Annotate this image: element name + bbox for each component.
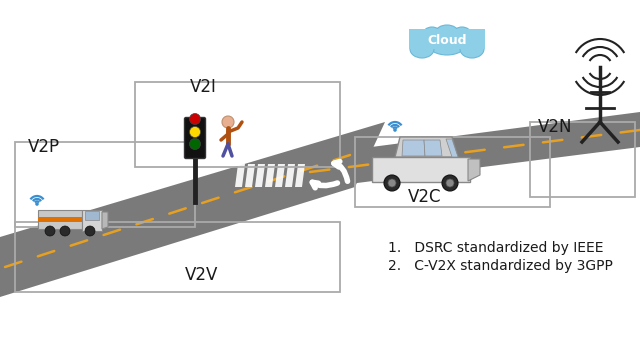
Text: 1.   DSRC standardized by IEEE: 1. DSRC standardized by IEEE <box>388 241 604 255</box>
Polygon shape <box>310 112 640 189</box>
Ellipse shape <box>428 33 466 55</box>
Circle shape <box>384 175 400 191</box>
Polygon shape <box>468 159 480 181</box>
Ellipse shape <box>453 27 471 41</box>
Bar <box>409 29 485 49</box>
FancyBboxPatch shape <box>184 118 205 158</box>
Polygon shape <box>372 157 470 182</box>
Bar <box>355 137 550 207</box>
Circle shape <box>222 116 234 128</box>
Polygon shape <box>38 210 82 229</box>
Circle shape <box>393 128 397 132</box>
Text: V2P: V2P <box>28 138 60 156</box>
Polygon shape <box>38 217 82 222</box>
Polygon shape <box>85 211 99 220</box>
Circle shape <box>85 226 95 236</box>
Polygon shape <box>102 212 108 229</box>
Polygon shape <box>245 164 255 187</box>
Circle shape <box>35 202 39 206</box>
Circle shape <box>189 126 200 138</box>
Polygon shape <box>395 137 458 157</box>
Bar <box>135 82 340 167</box>
Text: V2I: V2I <box>190 78 217 96</box>
Text: V2V: V2V <box>185 266 218 284</box>
Ellipse shape <box>410 40 434 58</box>
Polygon shape <box>402 140 425 156</box>
Circle shape <box>446 179 454 187</box>
Polygon shape <box>255 164 265 187</box>
Ellipse shape <box>423 27 441 41</box>
Circle shape <box>45 226 55 236</box>
Text: V2C: V2C <box>408 188 442 206</box>
Polygon shape <box>275 164 285 187</box>
Circle shape <box>189 138 200 150</box>
Ellipse shape <box>436 25 458 39</box>
Polygon shape <box>446 139 458 157</box>
Polygon shape <box>0 122 385 297</box>
Bar <box>530 122 635 197</box>
Ellipse shape <box>460 40 484 58</box>
Text: Cloud: Cloud <box>428 34 467 48</box>
Polygon shape <box>295 164 305 187</box>
Polygon shape <box>82 210 102 231</box>
Bar <box>15 222 340 292</box>
Circle shape <box>442 175 458 191</box>
Polygon shape <box>265 164 275 187</box>
Polygon shape <box>424 140 442 156</box>
Text: V2N: V2N <box>538 118 573 136</box>
Text: 2.   C-V2X standardized by 3GPP: 2. C-V2X standardized by 3GPP <box>388 259 613 273</box>
Bar <box>15 142 195 227</box>
Circle shape <box>189 113 200 125</box>
Polygon shape <box>235 164 245 187</box>
Circle shape <box>388 179 396 187</box>
Polygon shape <box>285 164 295 187</box>
Circle shape <box>60 226 70 236</box>
